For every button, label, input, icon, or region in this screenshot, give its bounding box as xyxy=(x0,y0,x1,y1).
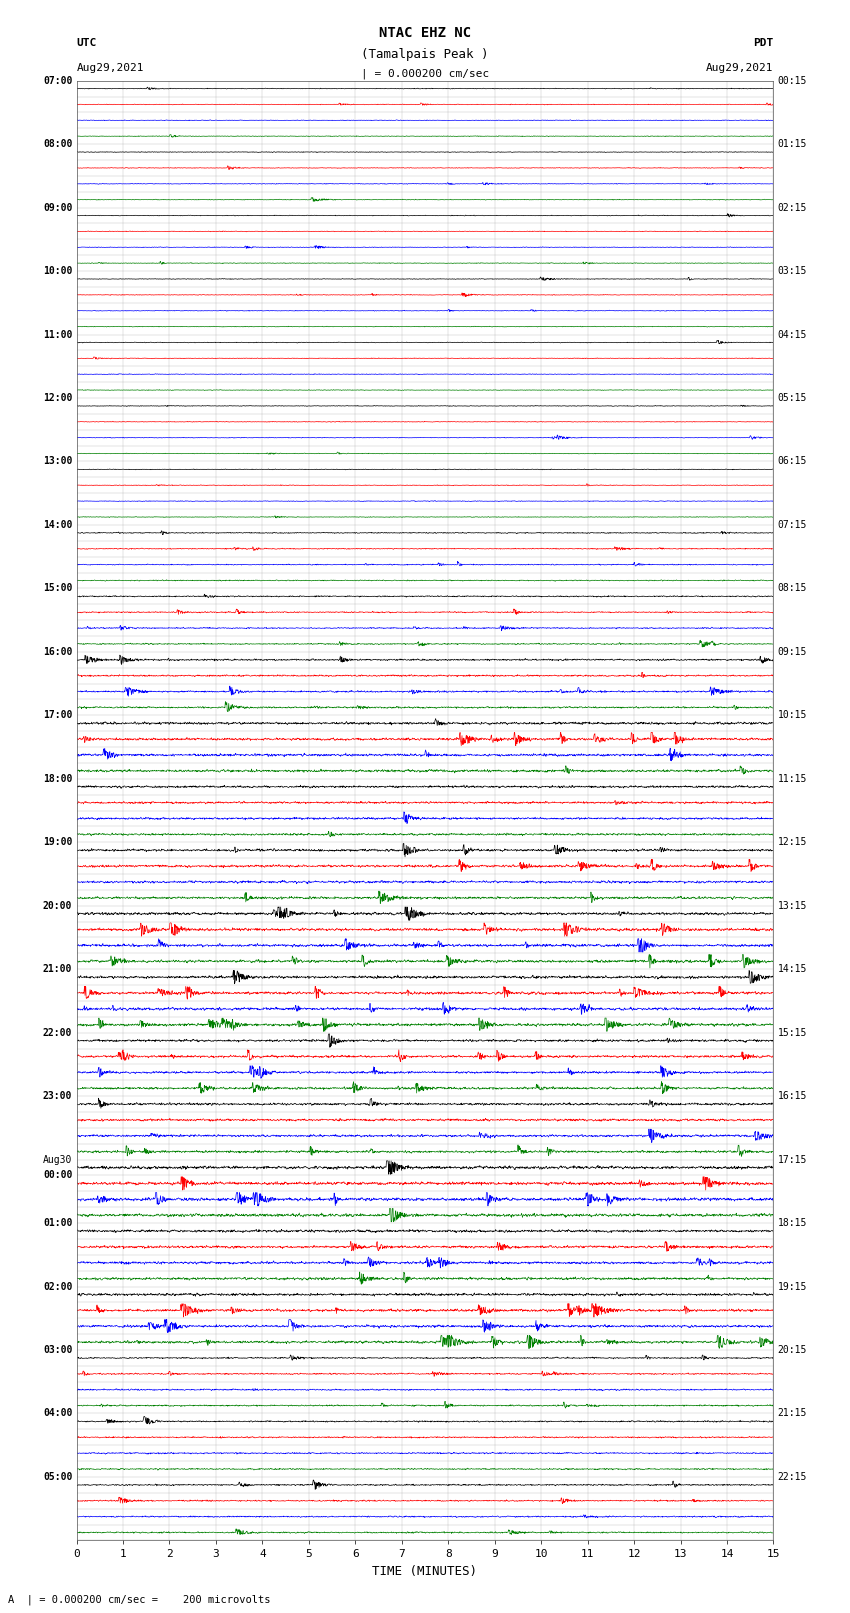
Text: 05:00: 05:00 xyxy=(42,1473,72,1482)
Text: 18:00: 18:00 xyxy=(42,774,72,784)
Text: 01:00: 01:00 xyxy=(42,1218,72,1227)
Text: 10:00: 10:00 xyxy=(42,266,72,276)
Text: 01:15: 01:15 xyxy=(778,139,807,148)
Text: 02:15: 02:15 xyxy=(778,203,807,213)
Text: 00:00: 00:00 xyxy=(42,1171,72,1181)
Text: 12:00: 12:00 xyxy=(42,394,72,403)
Text: 11:00: 11:00 xyxy=(42,329,72,339)
Text: 21:15: 21:15 xyxy=(778,1408,807,1418)
Text: 16:15: 16:15 xyxy=(778,1090,807,1102)
Text: 22:00: 22:00 xyxy=(42,1027,72,1037)
X-axis label: TIME (MINUTES): TIME (MINUTES) xyxy=(372,1565,478,1578)
Text: 16:00: 16:00 xyxy=(42,647,72,656)
Text: 13:15: 13:15 xyxy=(778,900,807,911)
Text: 23:00: 23:00 xyxy=(42,1090,72,1102)
Text: 15:15: 15:15 xyxy=(778,1027,807,1037)
Text: 02:00: 02:00 xyxy=(42,1282,72,1292)
Text: 08:00: 08:00 xyxy=(42,139,72,148)
Text: | = 0.000200 cm/sec: | = 0.000200 cm/sec xyxy=(361,68,489,79)
Text: 20:00: 20:00 xyxy=(42,900,72,911)
Text: 09:00: 09:00 xyxy=(42,203,72,213)
Text: 06:15: 06:15 xyxy=(778,456,807,466)
Text: 14:15: 14:15 xyxy=(778,965,807,974)
Text: Aug29,2021: Aug29,2021 xyxy=(76,63,144,73)
Text: 07:15: 07:15 xyxy=(778,519,807,531)
Text: 18:15: 18:15 xyxy=(778,1218,807,1227)
Text: 17:00: 17:00 xyxy=(42,710,72,721)
Text: Aug29,2021: Aug29,2021 xyxy=(706,63,774,73)
Text: 19:00: 19:00 xyxy=(42,837,72,847)
Text: 03:15: 03:15 xyxy=(778,266,807,276)
Text: 07:00: 07:00 xyxy=(42,76,72,85)
Text: Aug30: Aug30 xyxy=(42,1155,72,1165)
Text: 10:15: 10:15 xyxy=(778,710,807,721)
Text: 05:15: 05:15 xyxy=(778,394,807,403)
Text: 14:00: 14:00 xyxy=(42,519,72,531)
Text: 11:15: 11:15 xyxy=(778,774,807,784)
Text: 12:15: 12:15 xyxy=(778,837,807,847)
Text: 08:15: 08:15 xyxy=(778,584,807,594)
Text: 00:15: 00:15 xyxy=(778,76,807,85)
Text: 20:15: 20:15 xyxy=(778,1345,807,1355)
Text: 22:15: 22:15 xyxy=(778,1473,807,1482)
Text: 21:00: 21:00 xyxy=(42,965,72,974)
Text: 19:15: 19:15 xyxy=(778,1282,807,1292)
Text: 09:15: 09:15 xyxy=(778,647,807,656)
Text: 04:00: 04:00 xyxy=(42,1408,72,1418)
Text: UTC: UTC xyxy=(76,39,97,48)
Text: A  | = 0.000200 cm/sec =    200 microvolts: A | = 0.000200 cm/sec = 200 microvolts xyxy=(8,1594,271,1605)
Text: PDT: PDT xyxy=(753,39,774,48)
Text: (Tamalpais Peak ): (Tamalpais Peak ) xyxy=(361,48,489,61)
Text: 03:00: 03:00 xyxy=(42,1345,72,1355)
Text: 15:00: 15:00 xyxy=(42,584,72,594)
Text: 13:00: 13:00 xyxy=(42,456,72,466)
Text: 04:15: 04:15 xyxy=(778,329,807,339)
Text: 17:15: 17:15 xyxy=(778,1155,807,1165)
Text: NTAC EHZ NC: NTAC EHZ NC xyxy=(379,26,471,40)
